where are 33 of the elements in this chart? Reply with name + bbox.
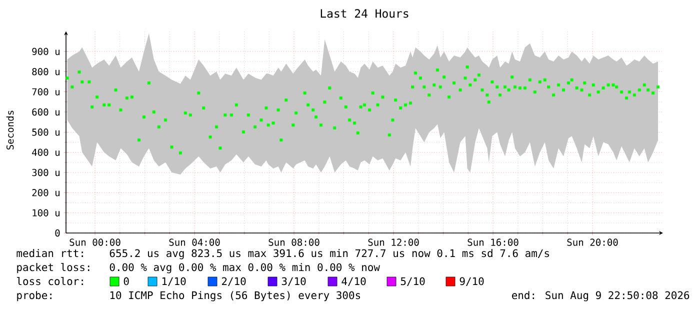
x-tick-label: Sun 04:00 xyxy=(169,238,220,246)
y-tick-label: 500 u xyxy=(32,128,60,136)
text: median rtt: xyxy=(16,249,83,258)
y-tick-label: 100 u xyxy=(32,209,60,216)
text: packet loss: xyxy=(17,263,90,274)
text: 0 xyxy=(124,277,129,286)
y-tick-label: 700 u xyxy=(32,88,60,96)
text: 4/10 xyxy=(342,277,366,286)
text: 9/10 xyxy=(460,277,484,286)
y-axis-title: Seconds xyxy=(6,110,14,150)
text: 2/10 xyxy=(222,277,246,286)
y-tick-label: 0 xyxy=(55,229,60,237)
text: 3/10 xyxy=(282,277,306,286)
y-tick-label: 400 u xyxy=(32,148,60,156)
y-tick-label: 800 u xyxy=(32,68,60,76)
text: 0.00 % avg 0.00 % max 0.00 % min 0.00 % now xyxy=(110,263,380,274)
x-tick-label: Sun 00:00 xyxy=(70,238,120,246)
text: 1/10 xyxy=(162,277,186,286)
text: 5/10 xyxy=(400,277,425,286)
x-tick-label: Sun 12:00 xyxy=(368,238,419,246)
y-tick-label: 900 u xyxy=(32,48,60,56)
x-tick-label: Sun 20:00 xyxy=(567,238,618,246)
text: end: Sun Aug 9 22:50:08 2026 xyxy=(512,291,690,302)
y-tick-label: 200 u xyxy=(32,189,60,196)
text: probe: xyxy=(17,291,52,302)
y-tick-label: 300 u xyxy=(32,168,60,176)
y-tick-label: 600 u xyxy=(32,108,60,116)
text: 655.2 us avg 823.5 us max 391.6 us min 727.7 us now 0.1 ms sd 7.6 am/s xyxy=(110,249,549,260)
text: loss color: xyxy=(17,277,83,286)
text: 10 ICMP Echo Pings (56 Bytes) every 300s xyxy=(110,291,360,302)
x-tick-label: Sun 16:00 xyxy=(468,238,518,246)
x-tick-label: Sun 08:00 xyxy=(268,238,320,246)
chart-title: Last 24 Hours xyxy=(320,9,408,18)
